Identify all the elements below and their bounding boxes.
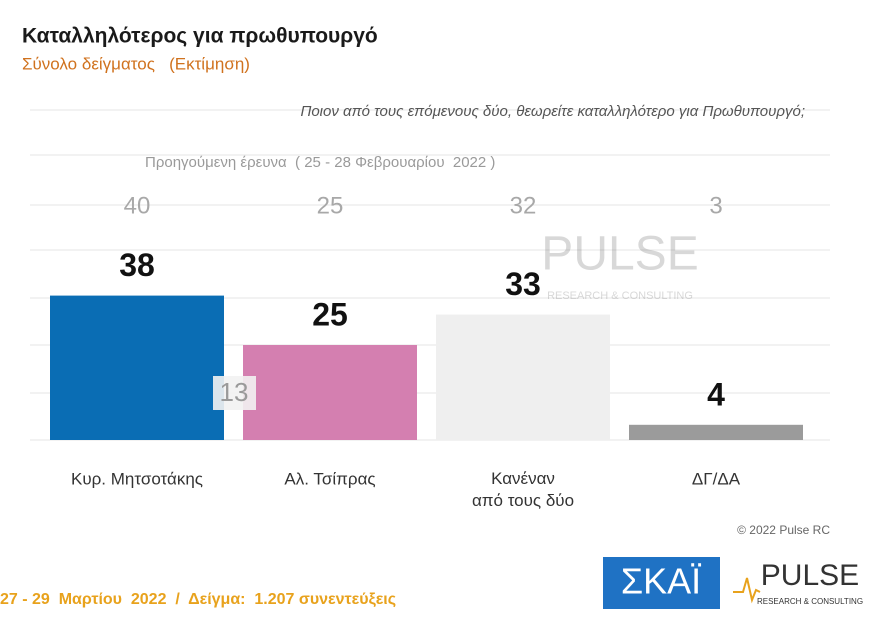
x-tick-label: Αλ. Τσίπρας bbox=[284, 469, 375, 488]
x-tick-label: Κανέναν από τους δύο bbox=[472, 469, 574, 510]
skai-logo: ΣΚΑΪ bbox=[621, 561, 701, 602]
value-label: 25 bbox=[312, 296, 348, 332]
skai-logo-box bbox=[603, 557, 720, 609]
watermark-logo: PULSE bbox=[541, 228, 698, 281]
previous-value: 40 bbox=[124, 192, 151, 219]
bar bbox=[50, 295, 224, 440]
chart-subtitle: Σύνολο δείγματος (Εκτίμηση) bbox=[22, 54, 250, 73]
copyright: © 2022 Pulse RC bbox=[737, 523, 830, 537]
gap-box bbox=[213, 376, 256, 410]
bar bbox=[629, 424, 803, 440]
question: Ποιον από τους επόμενους δύο, θεωρείτε κ… bbox=[300, 103, 805, 120]
x-tick-label-line: από τους δύο bbox=[472, 491, 574, 510]
previous-value: 25 bbox=[317, 192, 344, 219]
watermark: PULSE RESEARCH & CONSULTING bbox=[541, 228, 698, 302]
previous-label: Προηγούμενη έρευνα ( 25 - 28 Φεβρουαρίου… bbox=[145, 154, 495, 171]
previous-value: 3 bbox=[709, 192, 722, 219]
gap-annotation: 13 bbox=[220, 377, 249, 407]
bar bbox=[436, 314, 610, 440]
previous-value: 32 bbox=[510, 192, 537, 219]
value-label: 4 bbox=[707, 376, 725, 412]
bar bbox=[243, 345, 417, 440]
x-tick-label: ΔΓ/ΔΑ bbox=[692, 469, 741, 488]
footer: 27 - 29 Μαρτίου 2022 / Δείγμα: 1.207 συν… bbox=[0, 591, 396, 608]
x-tick-label-line: Κανέναν bbox=[491, 469, 555, 488]
x-tick-label: Κυρ. Μητσοτάκης bbox=[71, 469, 203, 488]
value-label: 33 bbox=[505, 266, 541, 302]
pulse-logo-wave bbox=[733, 577, 761, 604]
pulse-logo: PULSE bbox=[761, 559, 859, 592]
value-label: 38 bbox=[119, 247, 155, 283]
watermark-tagline: RESEARCH & CONSULTING bbox=[547, 290, 693, 302]
chart-title: Καταλληλότερος για πρωθυπουργό bbox=[22, 25, 378, 48]
pulse-tagline: RESEARCH & CONSULTING bbox=[757, 597, 863, 606]
